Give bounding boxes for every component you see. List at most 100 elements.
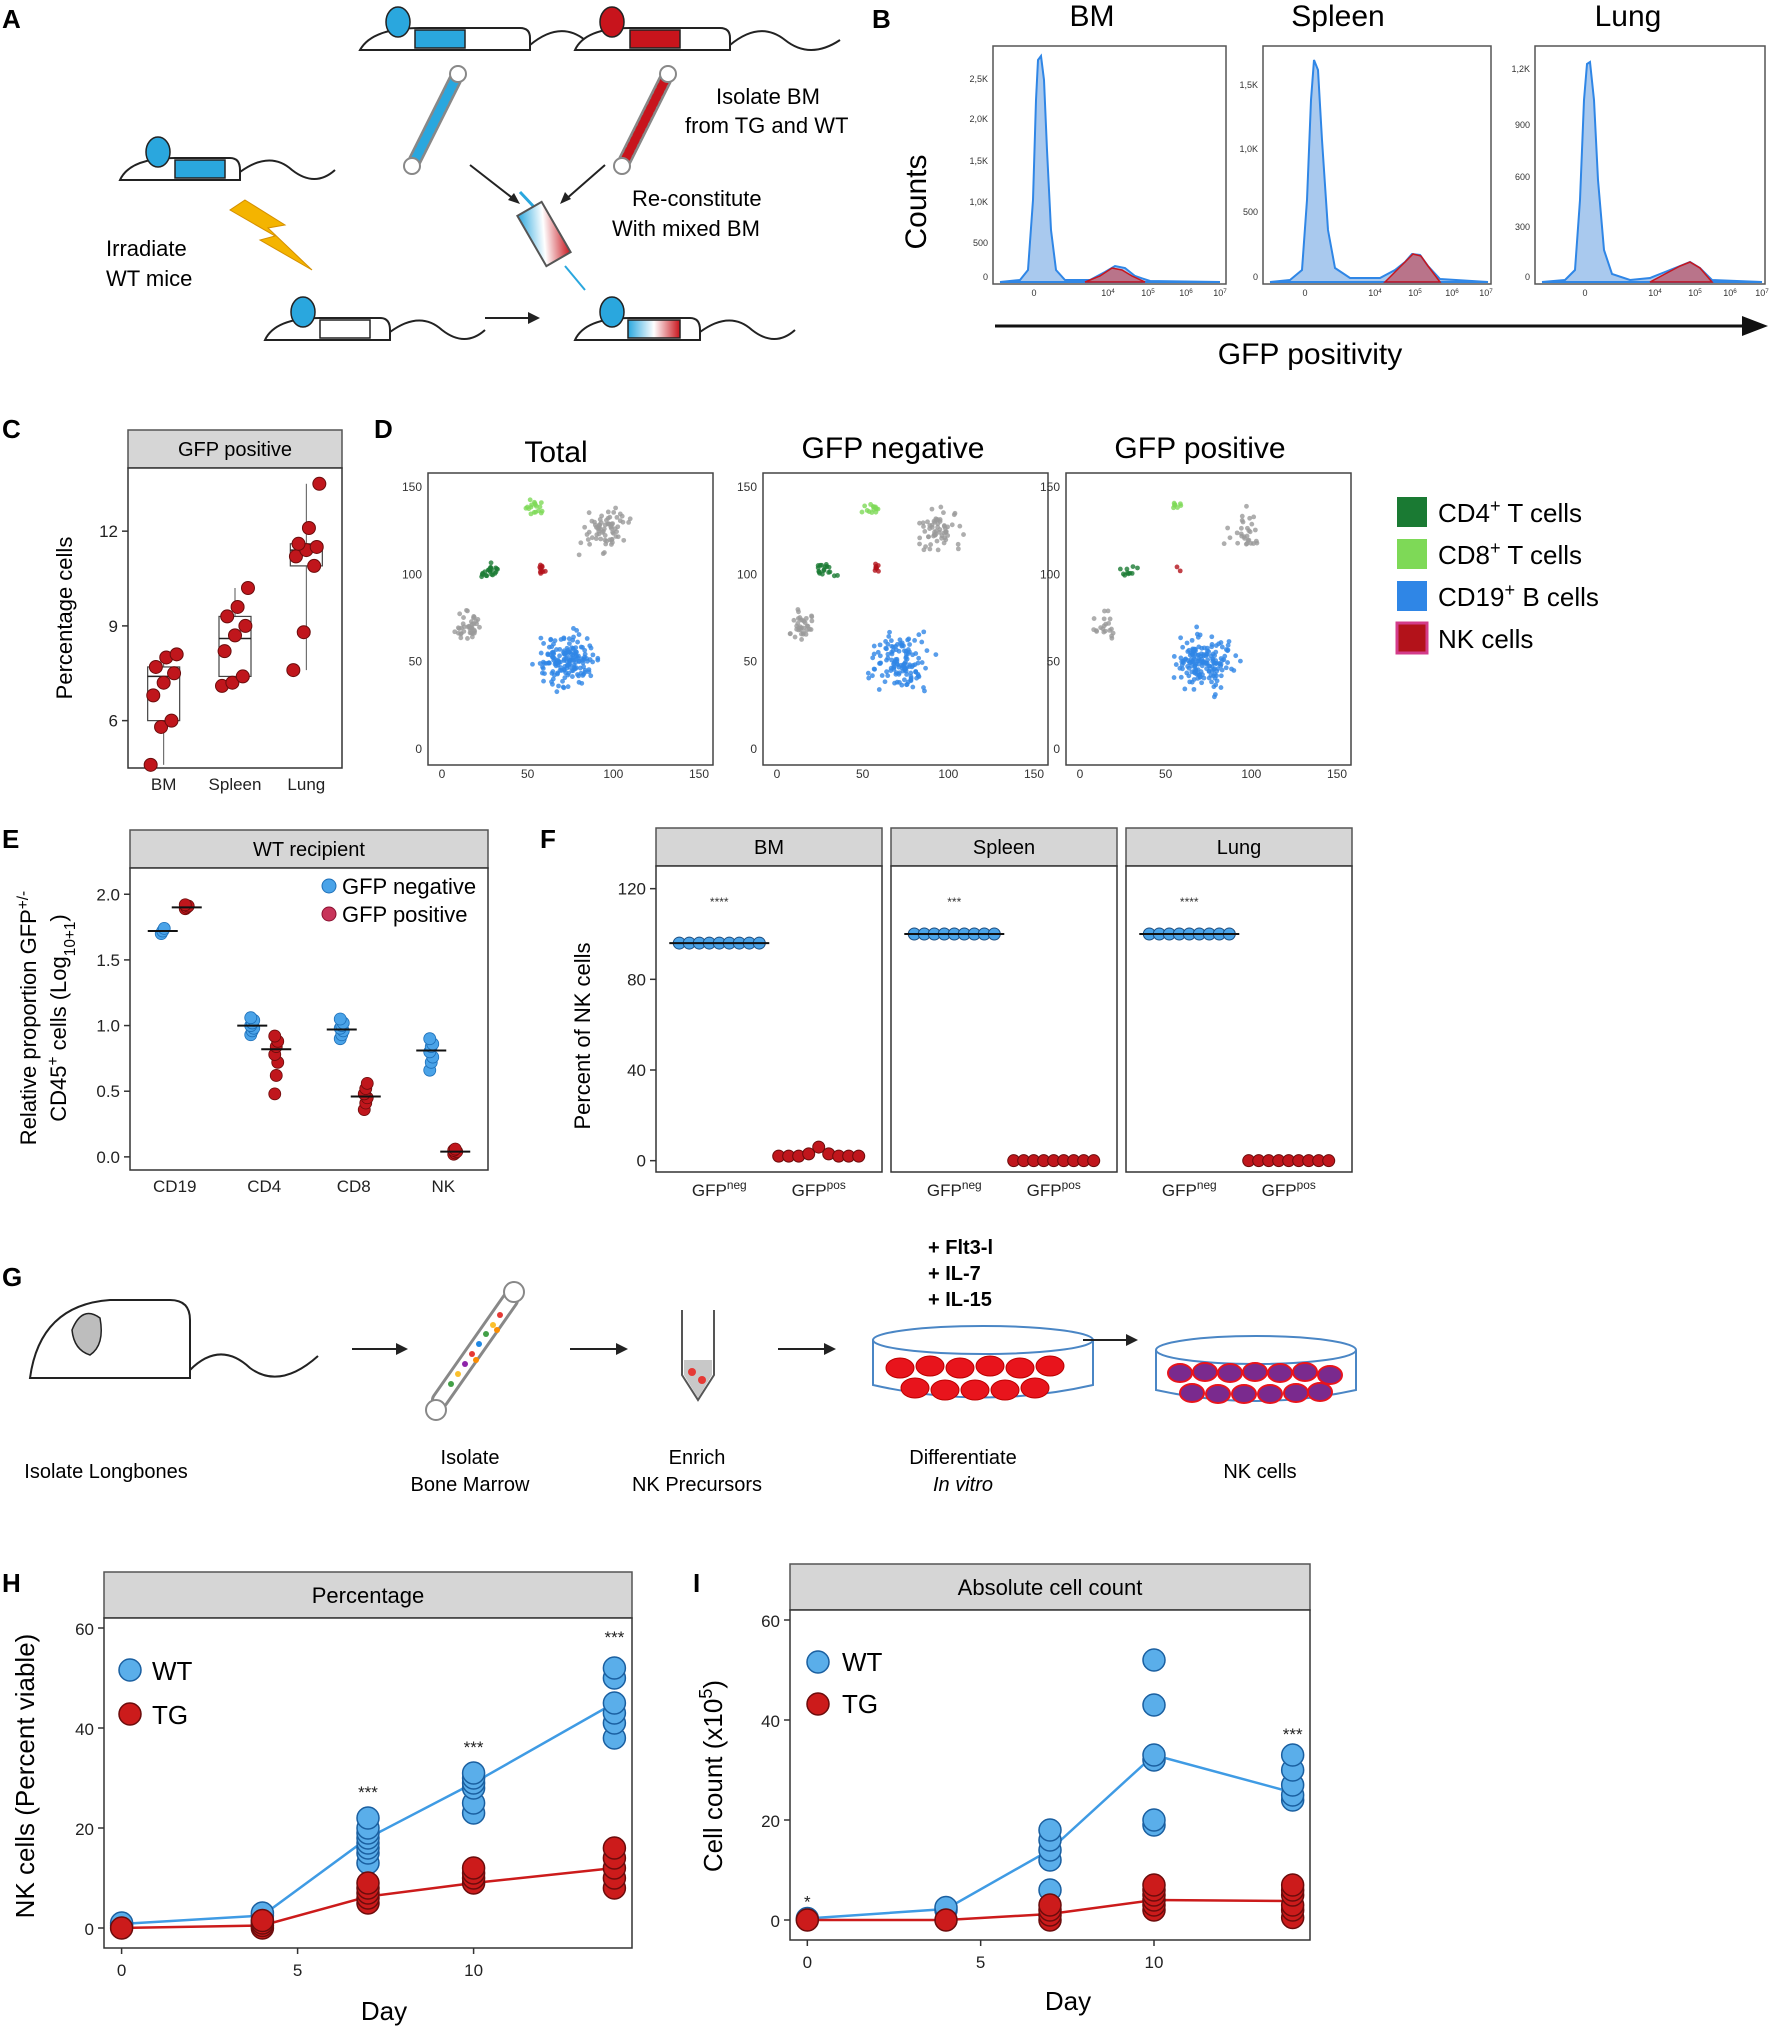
- i-ylabel: Cell count (x105): [696, 1680, 728, 1872]
- c-xtick-label: Spleen: [209, 775, 262, 794]
- tsne-dot: [458, 635, 464, 641]
- tsne-dot: [557, 653, 562, 659]
- tsne-dot: [619, 513, 625, 519]
- tsne-dot: [1211, 694, 1217, 700]
- tsne-dot: [1195, 634, 1201, 640]
- strip-h: [103, 1571, 633, 1619]
- tsne-dot: [894, 656, 900, 662]
- tsne-dot: [1203, 651, 1209, 657]
- bone-wt: [403, 65, 467, 175]
- tsne-dot: [870, 655, 876, 661]
- tsne-dot: [1125, 570, 1130, 576]
- i-legend-wt-dot: [806, 1650, 830, 1674]
- f-xtick-neg: GFPneg: [692, 1178, 747, 1200]
- donor-wt-mouse: [358, 6, 641, 51]
- e-point: [333, 1012, 347, 1026]
- tsne-dot: [1130, 564, 1136, 570]
- arrow-wt: [469, 164, 516, 201]
- tsne-dot: [580, 657, 586, 663]
- nk-cell: [1317, 1365, 1343, 1385]
- isolate-line-1: Isolate BM: [716, 84, 820, 109]
- tsne-dot: [1105, 608, 1111, 614]
- factor-il15: + IL-15: [928, 1289, 992, 1311]
- tick: 107: [1479, 288, 1493, 299]
- tsne-dot: [934, 538, 940, 544]
- e-ytick-label: 0.0: [96, 1148, 120, 1167]
- tsne-dot: [611, 510, 617, 515]
- tsne-dot: [569, 645, 575, 651]
- tsne-dot: [1106, 620, 1112, 626]
- strip-e: [129, 829, 489, 869]
- tsne-dot: [550, 669, 556, 674]
- e-ytick-label: 2.0: [96, 885, 120, 904]
- tsne-ytick: 100: [402, 567, 422, 581]
- tsne-dot: [1199, 663, 1205, 669]
- tsne-dot: [609, 537, 614, 543]
- tsne-dot: [464, 607, 469, 613]
- reconstituted-mouse: [573, 296, 796, 341]
- tsne-dot: [555, 657, 561, 663]
- tsne-dot: [921, 629, 927, 635]
- point-TG: [795, 1908, 820, 1932]
- tsne-dot: [893, 670, 899, 676]
- tsne-dot: [538, 562, 543, 568]
- tsne-dot: [594, 532, 600, 538]
- tsne-dot: [538, 566, 543, 572]
- tsne-dot: [1244, 503, 1249, 509]
- tsne-dot: [558, 637, 564, 642]
- tick: 105: [1408, 288, 1422, 299]
- recipient-mouse-pre: [118, 136, 336, 181]
- c-point: [217, 644, 232, 659]
- tsne-dot: [871, 651, 877, 657]
- tsne-dot: [590, 652, 596, 658]
- tsne-dot: [871, 666, 877, 672]
- tsne-dot: [1178, 655, 1184, 661]
- tsne-dot: [528, 511, 534, 517]
- tsne-dot: [938, 504, 944, 510]
- tsne-dot: [951, 512, 957, 518]
- tsne-dot: [876, 687, 882, 692]
- tsne-dot: [1207, 663, 1213, 669]
- tsne-dot: [455, 625, 461, 631]
- point-TG: [1280, 1873, 1305, 1897]
- step-isolate-longbones: Isolate Longbones: [24, 1461, 187, 1483]
- tsne-dot: [921, 547, 927, 553]
- tsne-dot: [605, 509, 611, 515]
- f-point-pos: [812, 1140, 826, 1154]
- tsne-legend: CD4+ T cells CD8+ T cells CD19+ B cells …: [1395, 496, 1599, 655]
- c-point: [230, 599, 245, 614]
- tsne-dot: [1210, 659, 1216, 664]
- tsne-dot: [587, 541, 593, 547]
- signif-label: ***: [358, 1783, 378, 1802]
- tsne-dots: [452, 497, 1260, 700]
- tsne-dot: [610, 529, 616, 535]
- step-nk-cells: NK cells: [1223, 1461, 1296, 1483]
- tsne-dot: [1179, 659, 1185, 665]
- point-TG: [1038, 1893, 1062, 1917]
- arrow-tg: [564, 164, 606, 201]
- tsne-dot: [601, 526, 607, 532]
- tsne-dot: [1239, 517, 1245, 523]
- e-point: [244, 1011, 258, 1025]
- hist-title-lung: Lung: [1595, 0, 1662, 33]
- tsne-ytick: 150: [737, 480, 757, 494]
- h-legend-wt: WT: [152, 1656, 193, 1686]
- tsne-dot: [899, 643, 905, 649]
- f-xtick-pos: GFPpos: [1262, 1178, 1316, 1200]
- tsne-dot: [551, 672, 557, 678]
- tsne-dot: [929, 506, 935, 512]
- tsne-dot: [1187, 652, 1193, 658]
- tsne-dot: [1189, 637, 1195, 643]
- tsne-dot: [885, 651, 891, 657]
- nk-precursor-cell: [1020, 1377, 1050, 1399]
- tick: 1,5K: [969, 156, 988, 166]
- i-marks: [795, 1648, 1305, 1932]
- tick: 105: [1688, 288, 1702, 299]
- c-point: [309, 539, 324, 554]
- nk-precursor-cell: [1005, 1357, 1035, 1379]
- tsne-dot: [461, 629, 467, 634]
- nk-precursor-cell: [900, 1377, 930, 1399]
- step-in-vitro: In vitro: [933, 1474, 993, 1496]
- tsne-dot: [592, 522, 598, 528]
- tsne-dot: [495, 566, 500, 572]
